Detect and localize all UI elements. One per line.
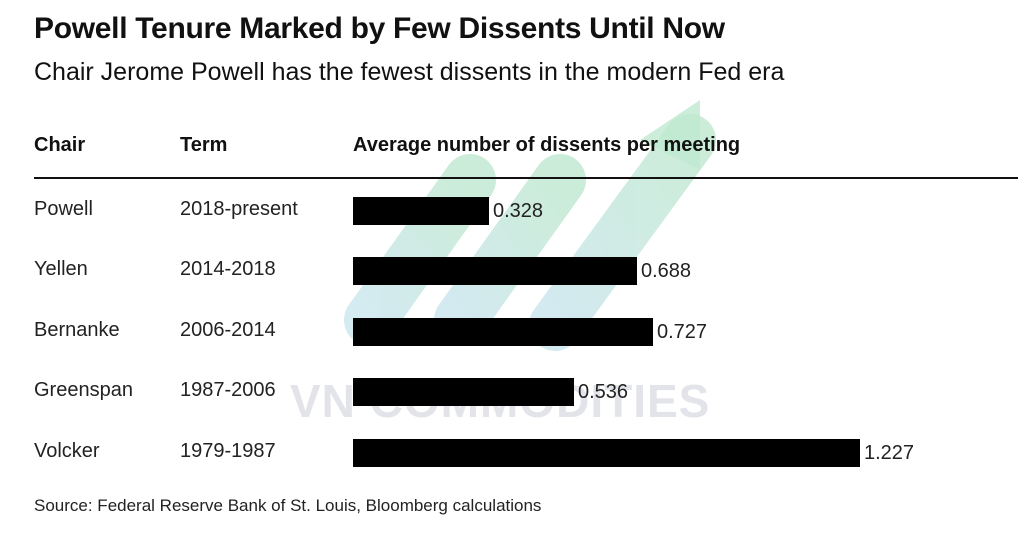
bar-volcker [353, 439, 860, 467]
value-label-volcker: 1.227 [864, 442, 915, 464]
column-header-average-dissents: Average number of dissents per meeting [353, 134, 741, 156]
term-label: 2014-2018 [180, 258, 276, 280]
chart-subtitle: Chair Jerome Powell has the fewest disse… [34, 58, 785, 86]
bar-bernanke [353, 318, 653, 346]
column-header-term: Term [180, 134, 228, 156]
column-header-chair: Chair [34, 134, 86, 156]
chair-label: Yellen [34, 258, 88, 280]
bar-powell [353, 197, 489, 225]
bar-greenspan [353, 378, 574, 406]
chart-title: Powell Tenure Marked by Few Dissents Unt… [34, 12, 725, 45]
source-note: Source: Federal Reserve Bank of St. Loui… [34, 496, 542, 515]
term-label: 2018-present [180, 198, 298, 220]
chair-label: Greenspan [34, 379, 133, 401]
value-label-bernanke: 0.727 [657, 321, 708, 343]
bar-yellen [353, 257, 637, 285]
header-divider [34, 177, 1018, 179]
value-label-greenspan: 0.536 [578, 381, 629, 403]
chair-label: Bernanke [34, 319, 120, 341]
value-label-powell: 0.328 [493, 200, 544, 222]
term-label: 1987-2006 [180, 379, 276, 401]
value-label-yellen: 0.688 [641, 260, 692, 282]
chair-label: Volcker [34, 440, 100, 462]
term-label: 2006-2014 [180, 319, 276, 341]
chair-label: Powell [34, 198, 93, 220]
term-label: 1979-1987 [180, 440, 276, 462]
